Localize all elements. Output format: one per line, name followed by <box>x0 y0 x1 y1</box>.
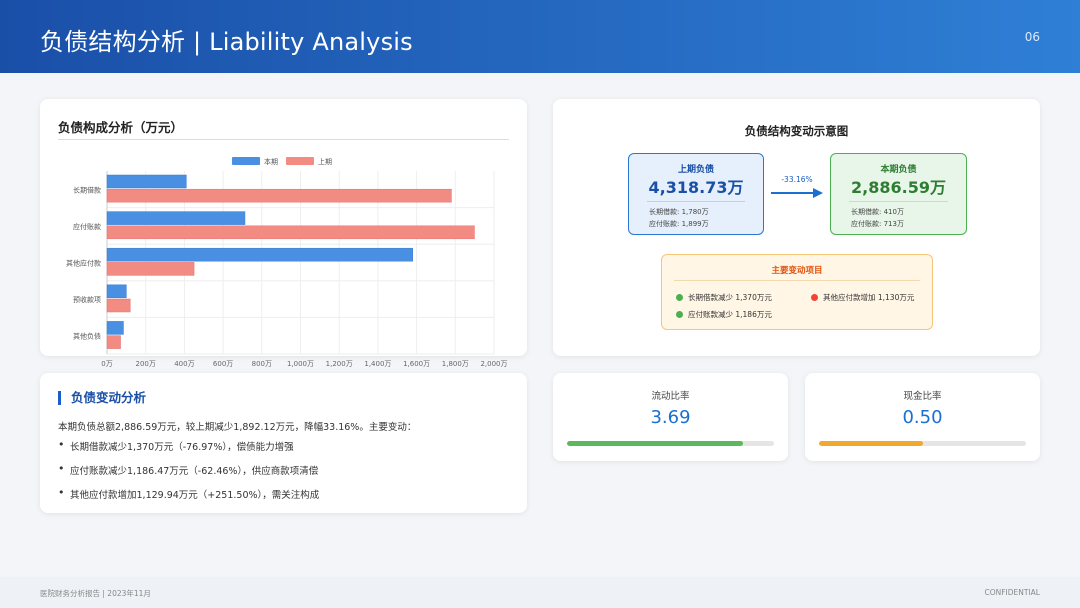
x-tick-label: 400万 <box>174 360 194 368</box>
analysis-bullet: 其他应付款增加1,129.94万元（+251.50%），需关注构成 <box>58 486 319 501</box>
bar-current <box>106 247 413 262</box>
x-tick-label: 1,600万 <box>403 360 430 368</box>
cash-ratio-progress-track <box>819 441 1026 446</box>
bar-previous <box>106 298 131 313</box>
x-tick-label: 200万 <box>136 360 156 368</box>
x-tick-label: 1,000万 <box>287 360 314 368</box>
green-dot-icon <box>676 294 683 301</box>
analysis-bullet-list: 长期借款减少1,370万元（-76.97%），偿债能力增强 应付账款减少1,18… <box>58 438 319 511</box>
box-divider <box>849 201 948 202</box>
bar-current <box>106 211 246 225</box>
x-tick-label: 1,200万 <box>326 360 353 368</box>
bar-previous <box>106 188 452 203</box>
x-tick-label: 1,800万 <box>442 360 469 368</box>
liability-change-analysis-card: 负债变动分析 本期负债总额2,886.59万元，较上期减少1,892.12万元，… <box>40 373 527 513</box>
header-bar: 负债结构分析 | Liability Analysis 06 <box>0 0 1080 73</box>
footer-confidential: CONFIDENTIAL <box>984 588 1040 597</box>
change-percentage: -33.16% <box>781 175 813 184</box>
y-category-label: 预收款项 <box>73 295 101 304</box>
main-change-item: 长期借款减少 1,370万元 <box>676 292 772 303</box>
current-liability-label: 本期负债 <box>880 165 917 175</box>
y-category-label: 长期借款 <box>73 185 101 194</box>
analysis-bullet: 长期借款减少1,370万元（-76.97%），偿债能力增强 <box>58 438 319 453</box>
current-ratio-card: 流动比率 3.69 <box>553 373 788 461</box>
x-tick-label: 2,000万 <box>480 360 507 368</box>
main-changes-title: 主要变动项目 <box>771 266 823 276</box>
box-divider <box>647 201 745 202</box>
legend-swatch <box>286 157 314 165</box>
page-title: 负债结构分析 | Liability Analysis <box>40 28 413 56</box>
liability-bar-chart: 本期 上期 0万 200万 400万 600万 800万 1,000万 1,200万 1,400万… <box>66 157 508 368</box>
bar-previous <box>106 335 121 349</box>
page-number: 06 <box>1024 30 1040 44</box>
cash-ratio-progress-fill <box>819 441 923 446</box>
analysis-summary: 本期负债总额2,886.59万元，较上期减少1,892.12万元，降幅33.16… <box>58 422 417 433</box>
analysis-title: 负债变动分析 <box>58 391 146 405</box>
previous-liability-value: 4,318.73万 <box>648 178 744 197</box>
legend-label: 上期 <box>318 157 332 166</box>
bar-previous <box>106 225 475 240</box>
current-ratio-progress-track <box>567 441 774 446</box>
footer-bar: 医院财务分析报告 | 2023年11月 CONFIDENTIAL <box>0 577 1080 608</box>
bar-current <box>106 321 124 335</box>
legend-swatch <box>232 157 260 165</box>
chart-card-title: 负债构成分析（万元） <box>58 120 184 135</box>
structure-title: 负债结构变动示意图 <box>744 124 849 138</box>
main-change-item: 应付账款减少 1,186万元 <box>676 309 772 320</box>
cash-ratio-card: 现金比率 0.50 <box>805 373 1040 461</box>
y-category-label: 其他应付款 <box>66 259 101 268</box>
current-ratio-value: 3.69 <box>650 407 691 428</box>
current-liability-box: 本期负债 2,886.59万 长期借款: 410万 应付账款: 713万 <box>830 153 967 235</box>
cash-ratio-label: 现金比率 <box>903 391 942 402</box>
x-tick-label: 600万 <box>213 360 233 368</box>
footer-report-info: 医院财务分析报告 | 2023年11月 <box>40 589 151 598</box>
previous-long-term-loans: 长期借款: 1,780万 <box>649 208 709 216</box>
x-tick-label: 800万 <box>252 360 272 368</box>
red-dot-icon <box>811 294 818 301</box>
main-changes-box: 主要变动项目 长期借款减少 1,370万元 其他应付款增加 1,130万元 应付… <box>661 254 933 330</box>
analysis-bullet: 应付账款减少1,186.47万元（-62.46%），供应商款项清偿 <box>58 462 319 477</box>
x-tick-label: 1,400万 <box>364 360 391 368</box>
bar-previous <box>106 262 195 276</box>
current-long-term-loans: 长期借款: 410万 <box>851 208 904 216</box>
legend-label: 本期 <box>264 157 278 166</box>
main-change-text: 长期借款减少 1,370万元 <box>688 293 772 302</box>
main-change-item: 其他应付款增加 1,130万元 <box>811 292 914 303</box>
main-changes-divider <box>674 280 920 281</box>
current-liability-value: 2,886.59万 <box>851 178 946 197</box>
bar-current <box>106 174 187 189</box>
cash-ratio-value: 0.50 <box>902 407 943 428</box>
y-category-label: 其他负债 <box>73 332 101 341</box>
structure-change-card: 负债结构变动示意图 上期负债 4,318.73万 长期借款: 1,780万 应付… <box>553 99 1040 356</box>
current-accounts-payable: 应付账款: 713万 <box>851 220 904 228</box>
chart-title-divider <box>58 139 509 140</box>
x-tick-label: 0万 <box>101 360 112 368</box>
previous-liability-label: 上期负债 <box>677 165 714 175</box>
change-arrow: -33.16% <box>769 175 825 205</box>
main-change-text: 应付账款减少 1,186万元 <box>688 310 772 319</box>
previous-accounts-payable: 应付账款: 1,899万 <box>649 220 709 228</box>
previous-liability-box: 上期负债 4,318.73万 长期借款: 1,780万 应付账款: 1,899万 <box>628 153 764 235</box>
y-category-label: 应付账款 <box>73 222 101 231</box>
current-ratio-label: 流动比率 <box>651 391 690 402</box>
bar-current <box>106 284 127 299</box>
green-dot-icon <box>676 311 683 318</box>
right-arrow-icon <box>771 188 823 198</box>
liability-composition-card: 负债构成分析（万元） 本期 上期 0万 200万 400万 600万 800万 1,000万 1… <box>40 99 527 368</box>
current-ratio-progress-fill <box>567 441 743 446</box>
main-change-text: 其他应付款增加 1,130万元 <box>823 293 915 302</box>
